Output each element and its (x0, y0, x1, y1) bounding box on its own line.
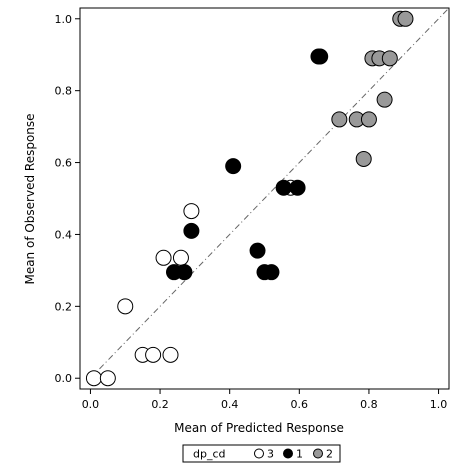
y-tick-label: 0.0 (55, 372, 73, 385)
y-tick-label: 1.0 (55, 13, 73, 26)
y-tick-label: 0.4 (55, 228, 73, 241)
x-tick-label: 0.6 (291, 398, 309, 411)
data-point-series-1 (263, 264, 280, 281)
y-axis-title: Mean of Observed Response (23, 113, 37, 284)
data-point-series-3 (85, 370, 102, 387)
x-axis: 0.0 0.2 0.4 0.6 0.8 1.0 (82, 389, 448, 411)
data-point-series-3 (99, 370, 116, 387)
plot-frame (79, 7, 450, 390)
x-tick-label: 0.0 (82, 398, 100, 411)
y-tick-label: 0.8 (55, 85, 73, 98)
data-point-series-1 (183, 222, 200, 239)
legend-title: dp_cd (193, 448, 226, 461)
x-tick-label: 1.0 (430, 398, 448, 411)
legend-marker-3 (254, 448, 264, 459)
data-point-series-1 (289, 179, 306, 196)
data-point-series-1 (176, 264, 193, 281)
data-point-series-3 (183, 203, 200, 220)
data-point-series-3 (117, 298, 134, 315)
data-point-series-2 (376, 91, 393, 108)
data-point-series-3 (155, 249, 172, 266)
x-tick-label: 0.8 (360, 398, 378, 411)
data-point-series-3 (145, 346, 162, 363)
y-tick-label: 0.2 (55, 300, 73, 313)
y-axis: 0.0 0.2 0.4 0.6 0.8 1.0 (55, 13, 80, 385)
legend-label-2: 2 (326, 448, 333, 461)
data-point-series-1 (312, 48, 329, 65)
legend-marker-1 (283, 448, 293, 459)
plot-area (79, 7, 450, 390)
legend: dp_cd 3 1 2 (182, 444, 341, 463)
data-point-series-1 (275, 179, 292, 196)
data-point-series-3 (162, 346, 179, 363)
reference-line (90, 7, 450, 379)
x-tick-label: 0.2 (151, 398, 169, 411)
data-point-series-2 (360, 111, 377, 128)
data-point-series-2 (355, 150, 372, 167)
y-tick-label: 0.6 (55, 157, 73, 170)
data-point-series-2 (397, 10, 414, 27)
data-point-series-1 (225, 158, 242, 175)
data-point-series-2 (331, 111, 348, 128)
data-point-series-3 (172, 249, 189, 266)
legend-marker-2 (313, 448, 323, 459)
x-axis-title: Mean of Predicted Response (174, 421, 344, 435)
x-tick-label: 0.4 (221, 398, 239, 411)
data-point-series-2 (381, 50, 398, 67)
legend-label-1: 1 (296, 448, 303, 461)
legend-label-3: 3 (267, 448, 274, 461)
data-point-series-1 (249, 242, 266, 259)
